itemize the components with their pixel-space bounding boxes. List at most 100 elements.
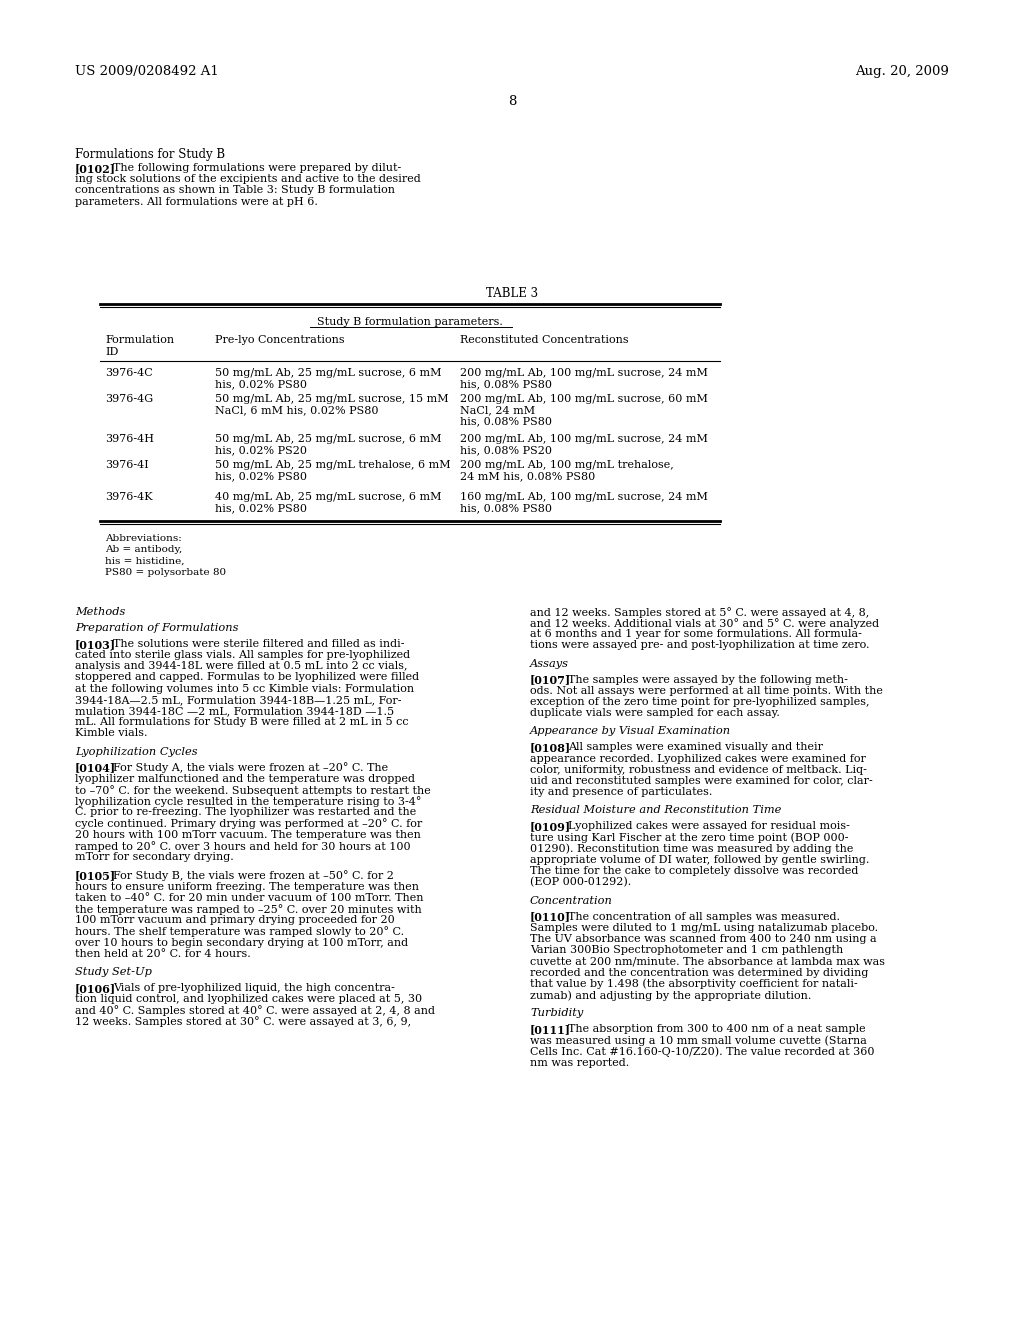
Text: For Study A, the vials were frozen at –20° C. The: For Study A, the vials were frozen at –2… [113,763,388,774]
Text: then held at 20° C. for 4 hours.: then held at 20° C. for 4 hours. [75,949,251,958]
Text: Kimble vials.: Kimble vials. [75,729,147,738]
Text: Concentration: Concentration [530,895,613,906]
Text: 3976-4H: 3976-4H [105,434,154,444]
Text: Lyophilized cakes were assayed for residual mois-: Lyophilized cakes were assayed for resid… [568,821,850,832]
Text: 3976-4G: 3976-4G [105,393,154,404]
Text: The solutions were sterile filtered and filled as indi-: The solutions were sterile filtered and … [113,639,404,649]
Text: 12 weeks. Samples stored at 30° C. were assayed at 3, 6, 9,: 12 weeks. Samples stored at 30° C. were … [75,1016,411,1027]
Text: Pre-lyo Concentrations: Pre-lyo Concentrations [215,335,345,345]
Text: the temperature was ramped to –25° C. over 20 minutes with: the temperature was ramped to –25° C. ov… [75,904,422,915]
Text: The UV absorbance was scanned from 400 to 240 nm using a: The UV absorbance was scanned from 400 t… [530,935,877,944]
Text: 160 mg/mL Ab, 100 mg/mL sucrose, 24 mM: 160 mg/mL Ab, 100 mg/mL sucrose, 24 mM [460,492,708,502]
Text: 200 mg/mL Ab, 100 mg/mL sucrose, 24 mM: 200 mg/mL Ab, 100 mg/mL sucrose, 24 mM [460,434,708,444]
Text: Residual Moisture and Reconstitution Time: Residual Moisture and Reconstitution Tim… [530,805,781,816]
Text: lyophilization cycle resulted in the temperature rising to 3-4°: lyophilization cycle resulted in the tem… [75,796,421,807]
Text: his, 0.08% PS20: his, 0.08% PS20 [460,445,552,455]
Text: and 12 weeks. Samples stored at 5° C. were assayed at 4, 8,: and 12 weeks. Samples stored at 5° C. we… [530,607,869,618]
Text: concentrations as shown in Table 3: Study B formulation: concentrations as shown in Table 3: Stud… [75,185,395,195]
Text: US 2009/0208492 A1: US 2009/0208492 A1 [75,65,219,78]
Text: lyophilizer malfunctioned and the temperature was dropped: lyophilizer malfunctioned and the temper… [75,774,415,784]
Text: his, 0.02% PS80: his, 0.02% PS80 [215,503,307,513]
Text: at the following volumes into 5 cc Kimble vials: Formulation: at the following volumes into 5 cc Kimbl… [75,684,414,693]
Text: [0110]: [0110] [530,912,571,923]
Text: parameters. All formulations were at pH 6.: parameters. All formulations were at pH … [75,197,317,207]
Text: and 12 weeks. Additional vials at 30° and 5° C. were analyzed: and 12 weeks. Additional vials at 30° an… [530,618,880,628]
Text: hours. The shelf temperature was ramped slowly to 20° C.: hours. The shelf temperature was ramped … [75,927,404,937]
Text: The samples were assayed by the following meth-: The samples were assayed by the followin… [568,675,848,685]
Text: [0104]: [0104] [75,763,116,774]
Text: Ab = antibody,: Ab = antibody, [105,545,182,554]
Text: exception of the zero time point for pre-lyophilized samples,: exception of the zero time point for pre… [530,697,869,708]
Text: his, 0.08% PS80: his, 0.08% PS80 [460,503,552,513]
Text: taken to –40° C. for 20 min under vacuum of 100 mTorr. Then: taken to –40° C. for 20 min under vacuum… [75,892,424,903]
Text: [0111]: [0111] [530,1024,571,1035]
Text: Turbidity: Turbidity [530,1008,584,1018]
Text: mL. All formulations for Study B were filled at 2 mL in 5 cc: mL. All formulations for Study B were fi… [75,717,409,727]
Text: [0107]: [0107] [530,675,571,685]
Text: his, 0.02% PS80: his, 0.02% PS80 [215,471,307,482]
Text: his, 0.08% PS80: his, 0.08% PS80 [460,416,552,426]
Text: analysis and 3944-18L were filled at 0.5 mL into 2 cc vials,: analysis and 3944-18L were filled at 0.5… [75,661,408,671]
Text: mulation 3944-18C —2 mL, Formulation 3944-18D —1.5: mulation 3944-18C —2 mL, Formulation 394… [75,706,394,715]
Text: 200 mg/mL Ab, 100 mg/mL sucrose, 24 mM: 200 mg/mL Ab, 100 mg/mL sucrose, 24 mM [460,368,708,378]
Text: his, 0.02% PS20: his, 0.02% PS20 [215,445,307,455]
Text: his, 0.08% PS80: his, 0.08% PS80 [460,379,552,389]
Text: Cells Inc. Cat #16.160-Q-10/Z20). The value recorded at 360: Cells Inc. Cat #16.160-Q-10/Z20). The va… [530,1047,874,1057]
Text: Varian 300Bio Spectrophotometer and 1 cm pathlength: Varian 300Bio Spectrophotometer and 1 cm… [530,945,843,956]
Text: 3976-4C: 3976-4C [105,368,153,378]
Text: his, 0.02% PS80: his, 0.02% PS80 [215,379,307,389]
Text: ture using Karl Fischer at the zero time point (BOP 000-: ture using Karl Fischer at the zero time… [530,833,849,843]
Text: 20 hours with 100 mTorr vacuum. The temperature was then: 20 hours with 100 mTorr vacuum. The temp… [75,830,421,840]
Text: 24 mM his, 0.08% PS80: 24 mM his, 0.08% PS80 [460,471,595,482]
Text: C. prior to re-freezing. The lyophilizer was restarted and the: C. prior to re-freezing. The lyophilizer… [75,808,416,817]
Text: 200 mg/mL Ab, 100 mg/mL sucrose, 60 mM: 200 mg/mL Ab, 100 mg/mL sucrose, 60 mM [460,393,708,404]
Text: duplicate vials were sampled for each assay.: duplicate vials were sampled for each as… [530,709,780,718]
Text: 3976-4K: 3976-4K [105,492,153,502]
Text: Appearance by Visual Examination: Appearance by Visual Examination [530,726,731,737]
Text: 01290). Reconstitution time was measured by adding the: 01290). Reconstitution time was measured… [530,843,853,854]
Text: nm was reported.: nm was reported. [530,1057,630,1068]
Text: 40 mg/mL Ab, 25 mg/mL sucrose, 6 mM: 40 mg/mL Ab, 25 mg/mL sucrose, 6 mM [215,492,441,502]
Text: hours to ensure uniform freezing. The temperature was then: hours to ensure uniform freezing. The te… [75,882,419,891]
Text: 8: 8 [508,95,516,108]
Text: [0109]: [0109] [530,821,571,833]
Text: appearance recorded. Lyophilized cakes were examined for: appearance recorded. Lyophilized cakes w… [530,754,866,763]
Text: 50 mg/mL Ab, 25 mg/mL sucrose, 15 mM: 50 mg/mL Ab, 25 mg/mL sucrose, 15 mM [215,393,449,404]
Text: Abbreviations:: Abbreviations: [105,535,181,543]
Text: [0105]: [0105] [75,870,116,882]
Text: over 10 hours to begin secondary drying at 100 mTorr, and: over 10 hours to begin secondary drying … [75,937,409,948]
Text: 3944-18A—2.5 mL, Formulation 3944-18B—1.25 mL, For-: 3944-18A—2.5 mL, Formulation 3944-18B—1.… [75,694,401,705]
Text: The concentration of all samples was measured.: The concentration of all samples was mea… [568,912,840,921]
Text: Samples were diluted to 1 mg/mL using natalizumab placebo.: Samples were diluted to 1 mg/mL using na… [530,923,879,933]
Text: 50 mg/mL Ab, 25 mg/mL sucrose, 6 mM: 50 mg/mL Ab, 25 mg/mL sucrose, 6 mM [215,368,441,378]
Text: Study Set-Up: Study Set-Up [75,968,152,977]
Text: NaCl, 6 mM his, 0.02% PS80: NaCl, 6 mM his, 0.02% PS80 [215,405,379,416]
Text: was measured using a 10 mm small volume cuvette (Starna: was measured using a 10 mm small volume … [530,1035,867,1045]
Text: appropriate volume of DI water, followed by gentle swirling.: appropriate volume of DI water, followed… [530,855,869,865]
Text: TABLE 3: TABLE 3 [486,286,538,300]
Text: Formulations for Study B: Formulations for Study B [75,148,225,161]
Text: to –70° C. for the weekend. Subsequent attempts to restart the: to –70° C. for the weekend. Subsequent a… [75,785,431,796]
Text: at 6 months and 1 year for some formulations. All formula-: at 6 months and 1 year for some formulat… [530,630,862,639]
Text: tions were assayed pre- and post-lyophilization at time zero.: tions were assayed pre- and post-lyophil… [530,640,869,651]
Text: The absorption from 300 to 400 nm of a neat sample: The absorption from 300 to 400 nm of a n… [568,1024,865,1034]
Text: [0102]: [0102] [75,162,116,174]
Text: Reconstituted Concentrations: Reconstituted Concentrations [460,335,629,345]
Text: 3976-4I: 3976-4I [105,459,148,470]
Text: 50 mg/mL Ab, 25 mg/mL trehalose, 6 mM: 50 mg/mL Ab, 25 mg/mL trehalose, 6 mM [215,459,451,470]
Text: Formulation
ID: Formulation ID [105,335,174,356]
Text: [0108]: [0108] [530,742,571,754]
Text: zumab) and adjusting by the appropriate dilution.: zumab) and adjusting by the appropriate … [530,990,811,1001]
Text: cuvette at 200 nm/minute. The absorbance at lambda max was: cuvette at 200 nm/minute. The absorbance… [530,957,885,966]
Text: Preparation of Formulations: Preparation of Formulations [75,623,239,632]
Text: color, uniformity, robustness and evidence of meltback. Liq-: color, uniformity, robustness and eviden… [530,764,867,775]
Text: 100 mTorr vacuum and primary drying proceeded for 20: 100 mTorr vacuum and primary drying proc… [75,915,394,925]
Text: mTorr for secondary drying.: mTorr for secondary drying. [75,853,233,862]
Text: ity and presence of particulates.: ity and presence of particulates. [530,787,713,797]
Text: Methods: Methods [75,607,125,616]
Text: All samples were examined visually and their: All samples were examined visually and t… [568,742,823,752]
Text: stoppered and capped. Formulas to be lyophilized were filled: stoppered and capped. Formulas to be lyo… [75,672,419,682]
Text: NaCl, 24 mM: NaCl, 24 mM [460,405,536,416]
Text: uid and reconstituted samples were examined for color, clar-: uid and reconstituted samples were exami… [530,776,872,785]
Text: (EOP 000-01292).: (EOP 000-01292). [530,878,631,888]
